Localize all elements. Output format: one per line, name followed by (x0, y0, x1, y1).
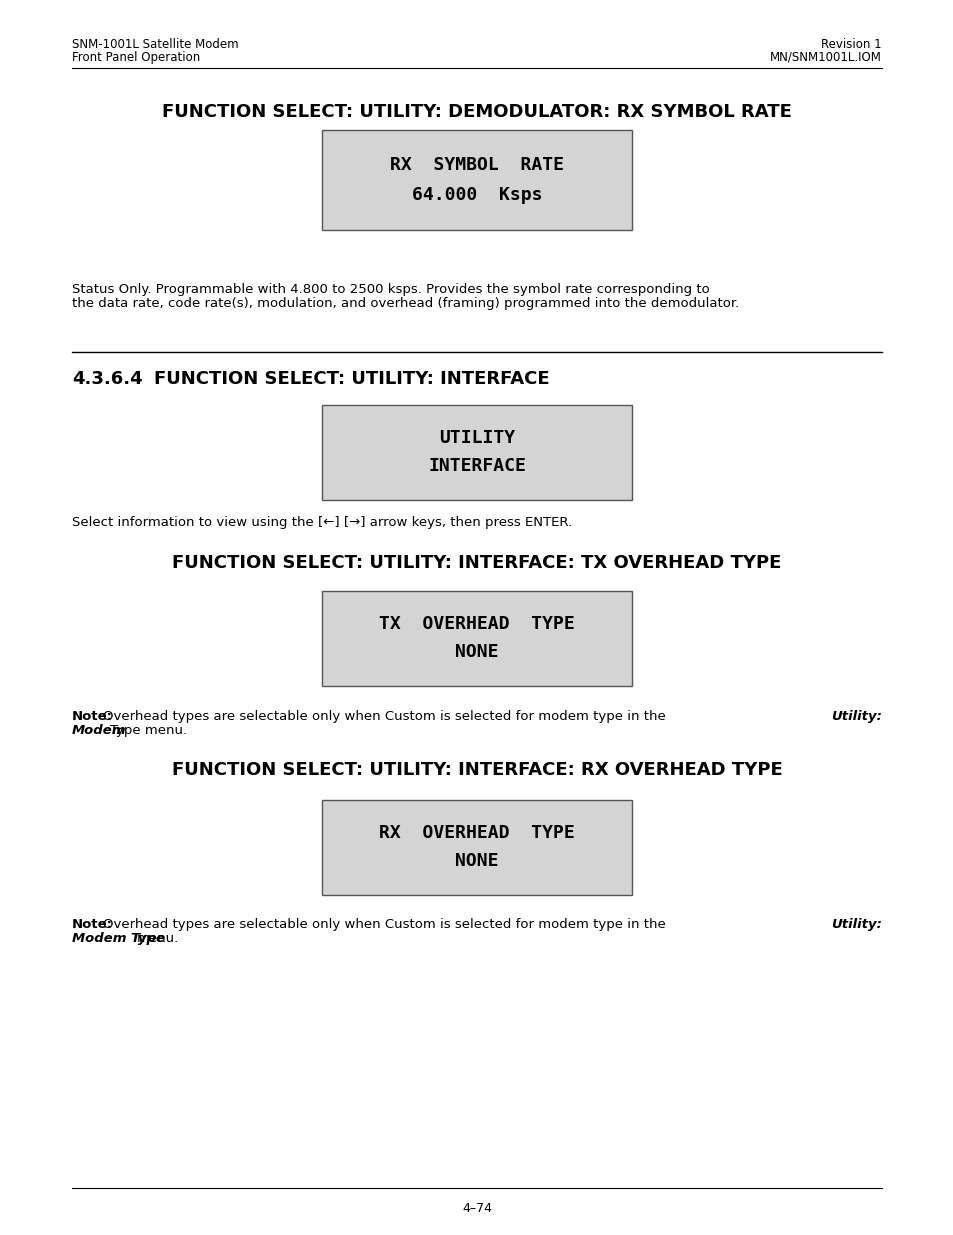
FancyBboxPatch shape (322, 405, 631, 499)
Text: TX  OVERHEAD  TYPE: TX OVERHEAD TYPE (378, 615, 575, 632)
Text: Utility:: Utility: (830, 918, 882, 931)
Text: FUNCTION SELECT: UTILITY: INTERFACE: FUNCTION SELECT: UTILITY: INTERFACE (153, 370, 549, 388)
Text: Overhead types are selectable only when Custom is selected for modem type in the: Overhead types are selectable only when … (103, 918, 665, 931)
Text: Overhead types are selectable only when Custom is selected for modem type in the: Overhead types are selectable only when … (103, 710, 665, 722)
Text: Note:: Note: (71, 710, 112, 722)
Text: Revision 1: Revision 1 (821, 38, 882, 51)
FancyBboxPatch shape (322, 130, 631, 230)
Text: Modem Type: Modem Type (71, 932, 165, 945)
Text: FUNCTION SELECT: UTILITY: INTERFACE: TX OVERHEAD TYPE: FUNCTION SELECT: UTILITY: INTERFACE: TX … (172, 555, 781, 572)
Text: Select information to view using the [←] [→] arrow keys, then press ENTER.: Select information to view using the [←]… (71, 516, 572, 529)
Text: menu.: menu. (137, 932, 179, 945)
Text: RX  OVERHEAD  TYPE: RX OVERHEAD TYPE (378, 824, 575, 842)
Text: NONE: NONE (455, 852, 498, 871)
Text: the data rate, code rate(s), modulation, and overhead (framing) programmed into : the data rate, code rate(s), modulation,… (71, 296, 739, 310)
Text: MN/SNM1001L.IOM: MN/SNM1001L.IOM (769, 51, 882, 64)
Text: Front Panel Operation: Front Panel Operation (71, 51, 200, 64)
Text: INTERFACE: INTERFACE (428, 457, 525, 475)
FancyBboxPatch shape (322, 590, 631, 685)
Text: FUNCTION SELECT: UTILITY: DEMODULATOR: RX SYMBOL RATE: FUNCTION SELECT: UTILITY: DEMODULATOR: R… (162, 103, 791, 121)
Text: Note:: Note: (71, 918, 112, 931)
Text: 64.000  Ksps: 64.000 Ksps (412, 186, 541, 204)
FancyBboxPatch shape (322, 799, 631, 894)
Text: 4–74: 4–74 (461, 1202, 492, 1215)
Text: Type menu.: Type menu. (110, 724, 187, 737)
Text: Modem: Modem (71, 724, 127, 737)
Text: Utility:: Utility: (830, 710, 882, 722)
Text: UTILITY: UTILITY (438, 429, 515, 447)
Text: FUNCTION SELECT: UTILITY: INTERFACE: RX OVERHEAD TYPE: FUNCTION SELECT: UTILITY: INTERFACE: RX … (172, 761, 781, 779)
Text: 4.3.6.4: 4.3.6.4 (71, 370, 143, 388)
Text: SNM-1001L Satellite Modem: SNM-1001L Satellite Modem (71, 38, 238, 51)
Text: NONE: NONE (455, 643, 498, 661)
Text: Status Only. Programmable with 4.800 to 2500 ksps. Provides the symbol rate corr: Status Only. Programmable with 4.800 to … (71, 283, 709, 296)
Text: RX  SYMBOL  RATE: RX SYMBOL RATE (390, 156, 563, 174)
